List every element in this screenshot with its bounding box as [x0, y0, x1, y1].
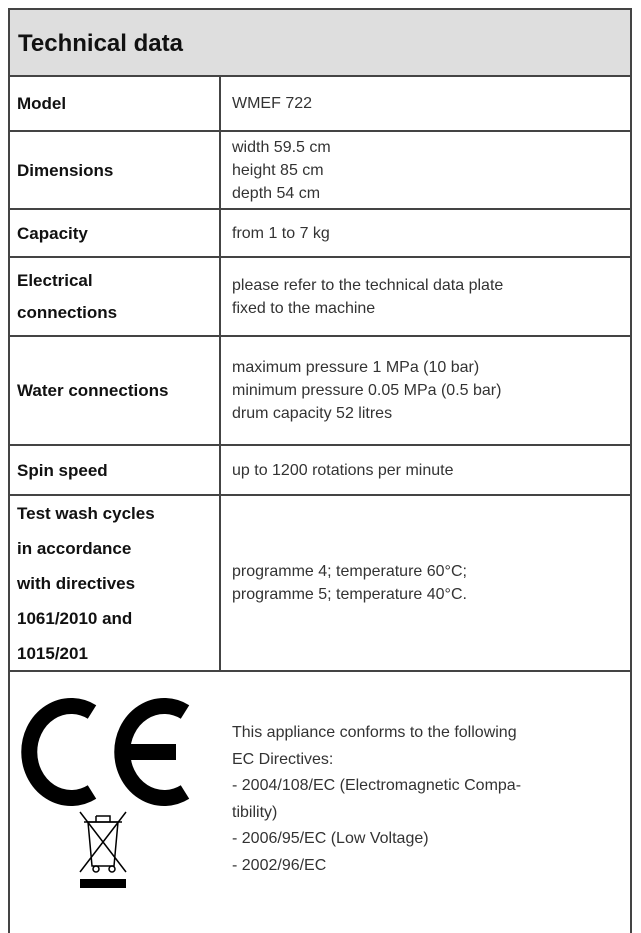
table-row: Capacity from 1 to 7 kg: [10, 210, 630, 258]
title: Technical data: [18, 30, 183, 57]
value-line: depth 54 cm: [232, 184, 321, 202]
value-line: from 1 to 7 kg: [232, 224, 330, 242]
row-label: Test wash cycles in accordance with direct…: [10, 496, 221, 670]
row-label: Capacity: [10, 210, 221, 256]
value-line: please refer to the technical data plate: [232, 276, 504, 294]
weee-bar: [80, 879, 126, 888]
label-line: Model: [17, 94, 67, 113]
value-line: WMEF 722: [232, 95, 313, 112]
table-row: Model WMEF 722: [10, 77, 630, 132]
label-line: Dimensions: [17, 160, 114, 180]
label-line: Test wash cycles: [17, 503, 155, 523]
compliance-line: - 2002/96/EC: [232, 856, 327, 874]
label-line: in accordance: [17, 538, 132, 558]
ce-c: [21, 698, 97, 806]
row-value: WMEF 722: [221, 77, 630, 130]
compliance-line: tibility): [232, 803, 278, 821]
value-line: minimum pressure 0.05 MPa (0.5 bar): [232, 382, 502, 399]
row-label: Water connections: [10, 337, 221, 444]
row-value: from 1 to 7 kg: [221, 210, 630, 256]
row-label: Electrical connections: [10, 258, 221, 335]
value-line: fixed to the machine: [232, 299, 376, 317]
compliance-row: This appliance conforms to the following…: [10, 672, 630, 933]
row-value: maximum pressure 1 MPa (10 bar) minimum p…: [221, 337, 630, 444]
label-line: 1061/2010 and: [17, 608, 133, 628]
value-line: width 59.5 cm: [232, 138, 331, 156]
compliance-line: - 2004/108/EC (Electromagnetic Compa-: [232, 777, 522, 794]
value-line: up to 1200 rotations per minute: [232, 461, 454, 479]
table-row: Test wash cycles in accordance with direct…: [10, 496, 630, 672]
value-line: maximum pressure 1 MPa (10 bar): [232, 359, 480, 376]
label-line: connections: [17, 302, 118, 322]
value-line: drum capacity 52 litres: [232, 405, 393, 422]
compliance-line: - 2006/95/EC (Low Voltage): [232, 830, 429, 847]
label-line: 1015/201: [17, 643, 88, 663]
row-value: programme 4; temperature 60°C; programme …: [221, 496, 630, 670]
table-frame: Technical data Model WMEF 722 Dimensions wi…: [8, 8, 632, 933]
row-label: Dimensions: [10, 132, 221, 208]
table-row: Water connections maximum pressure 1 MPa …: [10, 337, 630, 446]
table-row: Electrical connections please refer to the…: [10, 258, 630, 337]
row-label: Model: [10, 77, 221, 130]
table-row: Dimensions width 59.5 cm height 85 cm depth…: [10, 132, 630, 210]
compliance-line: This appliance conforms to the following: [232, 724, 517, 741]
label-line: Water connections: [17, 381, 169, 400]
table-row: Spin speed up to 1200 rotations per minut…: [10, 446, 630, 496]
label-line: with directives: [17, 573, 136, 593]
value-line: height 85 cm: [232, 161, 324, 179]
compliance-text: This appliance conforms to the following…: [232, 720, 521, 879]
label-line: Capacity: [17, 223, 88, 243]
weee-icon: [79, 811, 127, 873]
row-value: please refer to the technical data plate…: [221, 258, 630, 335]
ce-e: [114, 698, 190, 806]
row-value: up to 1200 rotations per minute: [221, 446, 630, 494]
ce-icons: [21, 698, 190, 888]
row-label: Spin speed: [10, 446, 221, 494]
value-line: programme 5; temperature 40°C.: [232, 586, 467, 603]
label-line: Electrical: [17, 270, 93, 290]
header: Technical data: [10, 10, 630, 77]
compliance-line: EC Directives:: [232, 750, 334, 768]
row-value: width 59.5 cm height 85 cm depth 54 cm: [221, 132, 630, 208]
value-line: programme 4; temperature 60°C;: [232, 563, 467, 580]
label-line: Spin speed: [17, 460, 108, 480]
